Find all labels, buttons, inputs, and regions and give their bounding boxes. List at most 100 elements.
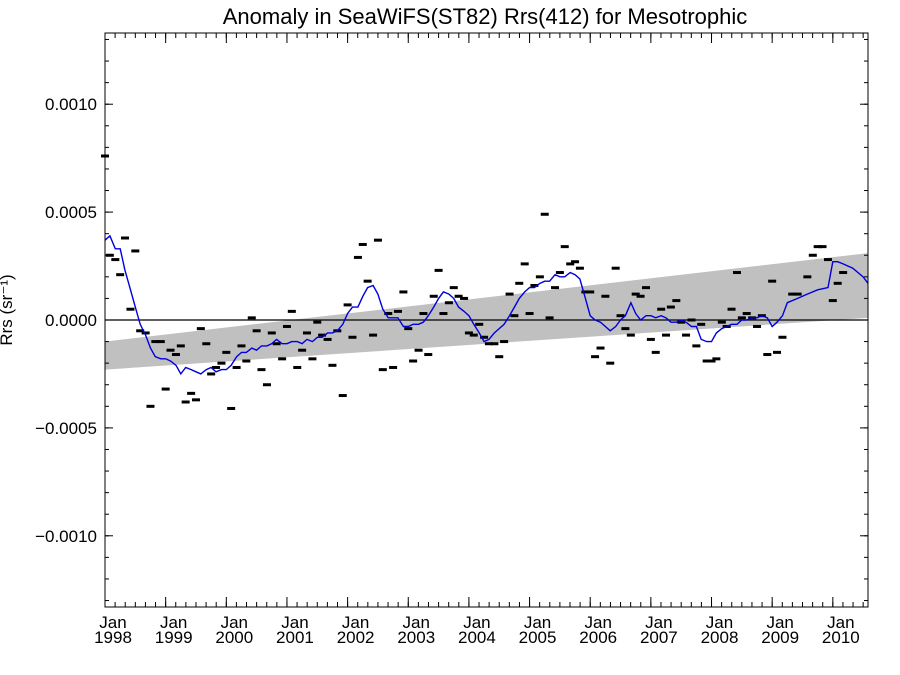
anomaly-point [581, 290, 590, 294]
anomaly-point [606, 361, 615, 365]
anomaly-point [267, 331, 276, 335]
anomaly-point [161, 387, 170, 391]
y-tick-label: 0.0000 [45, 311, 97, 330]
anomaly-point [191, 398, 200, 402]
anomaly-point [586, 290, 595, 294]
anomaly-point [171, 353, 180, 357]
anomaly-point [278, 357, 287, 361]
anomaly-point [626, 333, 635, 337]
x-tick-year: 2002 [337, 628, 375, 647]
anomaly-point [551, 286, 560, 290]
anomaly-point [126, 307, 135, 311]
anomaly-point [490, 342, 499, 346]
anomaly-point [717, 320, 726, 324]
anomaly-point [702, 359, 711, 363]
x-tick-month: Jan [160, 613, 187, 632]
anomaly-point [247, 316, 256, 320]
anomaly-point [287, 309, 296, 313]
anomaly-point [414, 348, 423, 352]
anomaly-point [631, 292, 640, 296]
anomaly-point [646, 337, 655, 341]
anomaly-point [343, 303, 352, 307]
anomaly-point [424, 353, 433, 357]
anomaly-point [262, 383, 271, 387]
anomaly-point [515, 281, 524, 285]
x-tick-year: 1999 [155, 628, 193, 647]
anomaly-point [803, 275, 812, 279]
anomaly-point [141, 331, 150, 335]
anomaly-point [596, 346, 605, 350]
anomaly-point [460, 296, 469, 300]
anomaly-point [348, 335, 357, 339]
anomaly-point [768, 279, 777, 283]
x-tick-year: 2008 [701, 628, 739, 647]
anomaly-point [484, 342, 493, 346]
anomaly-point [571, 260, 580, 264]
anomaly-point [454, 294, 463, 298]
anomaly-point [444, 301, 453, 305]
y-axis-label: Rrs (sr⁻¹) [0, 274, 16, 345]
anomaly-point [202, 342, 211, 346]
chart-title: Anomaly in SeaWiFS(ST82) Rrs(412) for Me… [223, 4, 748, 29]
anomaly-point [828, 299, 837, 303]
y-tick-label: 0.0005 [45, 203, 97, 222]
anomaly-point [232, 365, 241, 369]
anomaly-point [778, 335, 787, 339]
anomaly-point [272, 342, 281, 346]
anomaly-point [530, 283, 539, 287]
anomaly-point [217, 361, 226, 365]
trend-confidence-band [105, 253, 868, 370]
x-tick-month: Jan [99, 613, 126, 632]
anomaly-point [505, 292, 514, 296]
anomaly-point [384, 312, 393, 316]
anomaly-point [166, 348, 175, 352]
anomaly-point [692, 344, 701, 348]
anomaly-point [687, 318, 696, 322]
anomaly-point [353, 255, 362, 259]
anomaly-point [369, 333, 378, 337]
x-tick-year: 2004 [458, 628, 496, 647]
anomaly-point [651, 350, 660, 354]
anomaly-point [475, 322, 484, 326]
anomaly-point [545, 316, 554, 320]
anomaly-point [373, 238, 382, 242]
x-tick-month: Jan [221, 613, 248, 632]
running-mean-line [104, 234, 869, 376]
anomaly-point [237, 344, 246, 348]
anomaly-point [707, 359, 716, 363]
x-tick-month: Jan [281, 613, 308, 632]
y-axis: 0.0010 0.0005 0.0000 −0.0005 −0.0010 [35, 38, 868, 602]
anomaly-point [727, 307, 736, 311]
y-tick-label: −0.0010 [35, 527, 97, 546]
x-axis: Jan1998Jan1999Jan2000Jan2001Jan2002Jan20… [94, 33, 864, 647]
x-tick-year: 2000 [215, 628, 253, 647]
anomaly-point [672, 299, 681, 303]
anomaly-point [662, 333, 671, 337]
anomaly-point [818, 245, 827, 249]
anomaly-point [242, 359, 251, 363]
anomaly-point [222, 350, 231, 354]
anomaly-point [378, 368, 387, 372]
anomaly-point [227, 406, 236, 410]
anomaly-point [389, 365, 398, 369]
anomaly-point [763, 353, 772, 357]
anomaly-point [495, 355, 504, 359]
x-tick-month: Jan [706, 613, 733, 632]
x-tick-year: 1998 [94, 628, 132, 647]
anomaly-point [156, 340, 165, 344]
anomaly-point [500, 340, 509, 344]
anomaly-point [293, 365, 302, 369]
anomaly-point [566, 262, 575, 266]
y-tick-label: 0.0010 [45, 95, 97, 114]
anomaly-point [682, 333, 691, 337]
anomaly-point [328, 363, 337, 367]
x-tick-year: 2005 [519, 628, 557, 647]
anomaly-point [823, 258, 832, 262]
anomaly-point [282, 324, 291, 328]
anomaly-point [409, 359, 418, 363]
anomaly-point [833, 281, 842, 285]
anomaly-point [677, 320, 686, 324]
anomaly-point [211, 365, 220, 369]
anomaly-point [176, 344, 185, 348]
anomaly-point [540, 212, 549, 216]
